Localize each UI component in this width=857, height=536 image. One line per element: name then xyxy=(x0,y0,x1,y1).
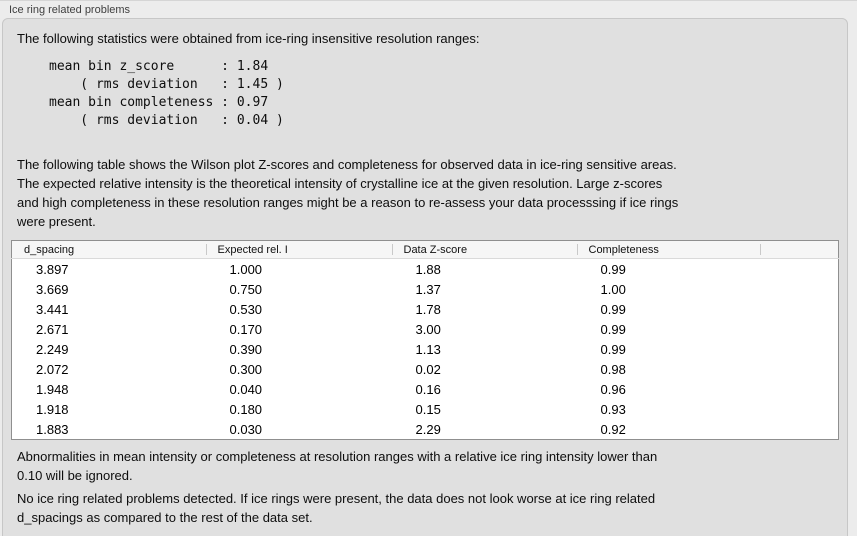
table-cell: 1.00 xyxy=(600,281,626,297)
table-cell: 0.180 xyxy=(229,401,263,417)
ice-ring-table-body: 3.897 1.000 1.88 0.99 3.669 0.750 1.37 1.00 3.44… xyxy=(12,259,839,440)
table-cell: 1.88 xyxy=(415,261,441,277)
table-cell: 0.030 xyxy=(229,421,263,437)
table-cell: 0.92 xyxy=(600,421,626,437)
table-cell xyxy=(760,359,839,379)
table-row[interactable]: 1.918 0.180 0.15 0.93 xyxy=(12,399,839,419)
table-cell: 3.00 xyxy=(415,321,441,337)
table-cell: 1.918 xyxy=(36,401,69,417)
table-description-text: The following table shows the Wilson plo… xyxy=(17,157,679,229)
table-row[interactable]: 1.883 0.030 2.29 0.92 xyxy=(12,419,839,440)
table-cell xyxy=(760,299,839,319)
table-cell: 3.897 xyxy=(36,261,69,277)
table-cell: 2.671 xyxy=(36,321,69,337)
bin-statistics-block: mean bin z_score : 1.84 ( rms deviation … xyxy=(49,59,284,128)
table-cell: 0.99 xyxy=(600,341,626,357)
table-cell xyxy=(760,259,839,280)
header-row: d_spacing Expected rel. I Data Z-score Comp… xyxy=(11,240,839,259)
table-cell: 1.948 xyxy=(36,381,69,397)
table-row[interactable]: 2.072 0.300 0.02 0.98 xyxy=(12,359,839,379)
column-header[interactable] xyxy=(759,240,839,259)
table-cell: 0.99 xyxy=(600,261,626,277)
table-cell xyxy=(760,399,839,419)
column-header[interactable]: d_spacing xyxy=(11,240,206,259)
table-cell: 3.669 xyxy=(36,281,69,297)
table-cell: 2.072 xyxy=(36,361,69,377)
table-cell xyxy=(760,319,839,339)
ice-ring-table-header: d_spacing Expected rel. I Data Z-score Comp… xyxy=(11,240,839,259)
table-row[interactable]: 3.897 1.000 1.88 0.99 xyxy=(12,259,839,280)
table-cell: 0.170 xyxy=(229,321,263,337)
ice-ring-table: d_spacing Expected rel. I Data Z-score Comp… xyxy=(11,240,839,440)
ice-ring-panel: The following statistics were obtained f… xyxy=(2,18,848,536)
table-cell: 0.99 xyxy=(600,321,626,337)
table-cell: 2.249 xyxy=(36,341,69,357)
table-cell: 0.15 xyxy=(415,401,441,417)
intro-text: The following statistics were obtained f… xyxy=(17,31,480,46)
table-cell: 3.441 xyxy=(36,301,69,317)
table-cell xyxy=(760,419,839,440)
table-cell: 0.99 xyxy=(600,301,626,317)
table-cell: 0.16 xyxy=(415,381,441,397)
table-row[interactable]: 2.249 0.390 1.13 0.99 xyxy=(12,339,839,359)
table-cell: 0.750 xyxy=(229,281,263,297)
table-cell: 0.98 xyxy=(600,361,626,377)
table-row[interactable]: 3.441 0.530 1.78 0.99 xyxy=(12,299,839,319)
table-cell: 0.93 xyxy=(600,401,626,417)
conclusion-text: No ice ring related problems detected. I… xyxy=(17,491,656,525)
table-cell: 0.530 xyxy=(229,301,263,317)
table-row[interactable]: 1.948 0.040 0.16 0.96 xyxy=(12,379,839,399)
ignore-threshold-note: Abnormalities in mean intensity or compl… xyxy=(17,449,658,483)
table-cell: 2.29 xyxy=(415,421,441,437)
table-cell: 0.96 xyxy=(600,381,626,397)
table-cell: 0.300 xyxy=(229,361,263,377)
column-header[interactable]: Data Z-score xyxy=(391,240,577,259)
table-cell: 0.390 xyxy=(229,341,263,357)
section-title: Ice ring related problems xyxy=(9,4,131,16)
table-cell xyxy=(760,279,839,299)
table-cell: 0.040 xyxy=(229,381,263,397)
table-row[interactable]: 2.671 0.170 3.00 0.99 xyxy=(12,319,839,339)
table-cell: 1.37 xyxy=(415,281,441,297)
table-cell: 0.02 xyxy=(415,361,441,377)
table-cell: 1.883 xyxy=(36,421,69,437)
table-cell: 1.000 xyxy=(229,261,263,277)
table-cell xyxy=(760,339,839,359)
column-header[interactable]: Completeness xyxy=(576,240,760,259)
table-cell: 1.78 xyxy=(415,301,441,317)
table-cell xyxy=(760,379,839,399)
table-row[interactable]: 3.669 0.750 1.37 1.00 xyxy=(12,279,839,299)
table-cell: 1.13 xyxy=(415,341,441,357)
column-header[interactable]: Expected rel. I xyxy=(205,240,392,259)
